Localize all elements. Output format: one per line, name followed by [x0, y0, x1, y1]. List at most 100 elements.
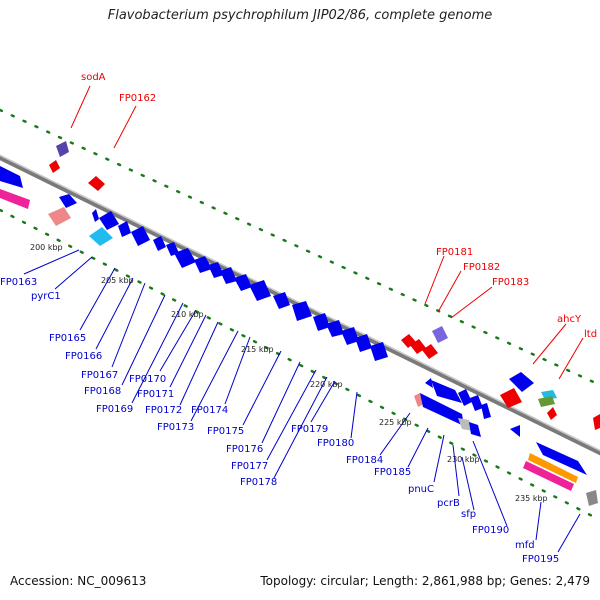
- leader-FP0174: [224, 336, 251, 405]
- leader-FP0168: [121, 294, 166, 386]
- label-FP0171[interactable]: FP0171: [137, 389, 174, 400]
- leader-ahcY: [532, 323, 567, 365]
- label-FP0176[interactable]: FP0176: [226, 444, 263, 455]
- feature-FP0165[interactable]: [99, 211, 119, 230]
- feature-FP0185-salmon[interactable]: [414, 393, 424, 407]
- feature-FP0168[interactable]: [153, 236, 166, 251]
- leader-FP0175: [242, 350, 282, 426]
- feature-FP0167[interactable]: [131, 226, 150, 246]
- feature-FP0173[interactable]: [220, 267, 237, 284]
- label-sodA[interactable]: sodA: [81, 72, 106, 83]
- label-FP0183[interactable]: FP0183: [492, 277, 529, 288]
- feature-pink[interactable]: [523, 461, 574, 491]
- label-FP0162[interactable]: FP0162: [119, 93, 156, 104]
- label-FP0169[interactable]: FP0169: [96, 404, 133, 415]
- label-FP0166[interactable]: FP0166: [65, 351, 102, 362]
- label-FP0170[interactable]: FP0170: [129, 374, 166, 385]
- tick-220: 220 kbp: [310, 380, 343, 389]
- feature-ltd-red[interactable]: [547, 407, 557, 420]
- label-FP0182[interactable]: FP0182: [463, 262, 500, 273]
- label-pnuC[interactable]: pnuC: [408, 484, 434, 495]
- tick-215: 215 kbp: [241, 345, 274, 354]
- feature-salmon[interactable]: [48, 207, 71, 226]
- feature-FP0181-red-3[interactable]: [422, 344, 438, 359]
- feature-blue-small[interactable]: [59, 194, 77, 208]
- feature-FP0180-b[interactable]: [355, 334, 372, 352]
- feature-FP0190[interactable]: [469, 422, 481, 437]
- label-FP0172[interactable]: FP0172: [145, 405, 182, 416]
- feature-blue-small-2[interactable]: [510, 425, 520, 437]
- feature-FP0176[interactable]: [273, 292, 290, 309]
- feature-pnuC[interactable]: [470, 395, 483, 411]
- label-FP0195[interactable]: FP0195: [522, 554, 559, 565]
- label-FP0185[interactable]: FP0185: [374, 467, 411, 478]
- label-FP0175[interactable]: FP0175: [207, 426, 244, 437]
- label-FP0190[interactable]: FP0190: [472, 525, 509, 536]
- leader-FP0182: [437, 270, 462, 313]
- feature-left-pink[interactable]: [0, 189, 30, 209]
- feature-pcrB[interactable]: [481, 403, 491, 419]
- feature-FP0172[interactable]: [208, 262, 224, 278]
- feature-FP0179[interactable]: [326, 320, 344, 337]
- feature-FP0184[interactable]: [431, 380, 462, 403]
- feature-FP0185[interactable]: [458, 389, 472, 406]
- label-FP0165[interactable]: FP0165: [49, 333, 86, 344]
- feature-ahcY[interactable]: [509, 372, 534, 392]
- label-ltd[interactable]: ltd: [584, 329, 597, 340]
- feature-FP0174[interactable]: [234, 274, 252, 291]
- label-FP0181[interactable]: FP0181: [436, 247, 473, 258]
- label-FP0173[interactable]: FP0173: [157, 422, 194, 433]
- genome-summary-text: Topology: circular; Length: 2,861,988 bp…: [260, 574, 590, 588]
- label-sfp[interactable]: sfp: [461, 509, 476, 520]
- feature-FP0181-red-2[interactable]: [410, 339, 426, 354]
- label-FP0177[interactable]: FP0177: [231, 461, 268, 472]
- feature-FP0195[interactable]: [586, 490, 598, 506]
- leader-mfd: [535, 501, 542, 541]
- feature-sfp-long[interactable]: [420, 393, 464, 426]
- feature-FP0180-a[interactable]: [341, 327, 359, 345]
- label-FP0179[interactable]: FP0179: [291, 424, 328, 435]
- feature-FP0166[interactable]: [118, 221, 131, 237]
- inner-dotted-track: [0, 208, 600, 522]
- feature-red-ahcY[interactable]: [500, 388, 522, 408]
- label-mfd[interactable]: mfd: [515, 540, 535, 551]
- feature-FP0170[interactable]: [174, 248, 196, 268]
- feature-FP0183[interactable]: [432, 326, 448, 343]
- leader-pnuC: [433, 434, 445, 483]
- feature-FP0162[interactable]: [88, 176, 105, 191]
- feature-pyrC1[interactable]: [92, 209, 99, 222]
- feature-ltd-green[interactable]: [538, 396, 555, 407]
- feature-orange[interactable]: [528, 453, 578, 483]
- label-FP0174[interactable]: FP0174: [191, 405, 228, 416]
- label-FP0180[interactable]: FP0180: [317, 438, 354, 449]
- accession-text: Accession: NC_009613: [10, 574, 147, 588]
- feature-sfp-grey[interactable]: [458, 418, 473, 431]
- label-FP0168[interactable]: FP0168: [84, 386, 121, 397]
- tick-230: 230 kbp: [447, 455, 480, 464]
- label-FP0167[interactable]: FP0167: [81, 370, 118, 381]
- feature-FP0163[interactable]: [89, 227, 113, 246]
- feature-FP0178[interactable]: [313, 313, 330, 331]
- feature-left-blue[interactable]: [0, 166, 23, 188]
- leader-lines-bottom: [23, 249, 581, 553]
- leader-FP0177: [266, 369, 317, 461]
- feature-FP0180-c[interactable]: [370, 342, 388, 361]
- leader-FP0165: [79, 267, 116, 331]
- feature-mfd[interactable]: [536, 442, 587, 475]
- leader-pyrC1: [54, 256, 93, 290]
- label-ahcY[interactable]: ahcY: [557, 314, 582, 325]
- tick-210: 210 kbp: [171, 310, 204, 319]
- feature-sodA[interactable]: [56, 141, 69, 157]
- feature-FP0184-arrow[interactable]: [425, 378, 433, 388]
- feature-FP0171[interactable]: [194, 256, 212, 273]
- feature-right-red[interactable]: [593, 414, 600, 430]
- label-pcrB[interactable]: pcrB: [437, 498, 460, 509]
- label-FP0184[interactable]: FP0184: [346, 455, 383, 466]
- feature-FP0175[interactable]: [249, 280, 271, 301]
- feature-FP0177[interactable]: [292, 301, 312, 321]
- label-pyrC1[interactable]: pyrC1: [31, 291, 61, 302]
- feature-red-1[interactable]: [49, 160, 60, 173]
- label-FP0163[interactable]: FP0163: [0, 277, 37, 288]
- label-FP0178[interactable]: FP0178: [240, 477, 277, 488]
- tick-205: 205 kbp: [101, 276, 134, 285]
